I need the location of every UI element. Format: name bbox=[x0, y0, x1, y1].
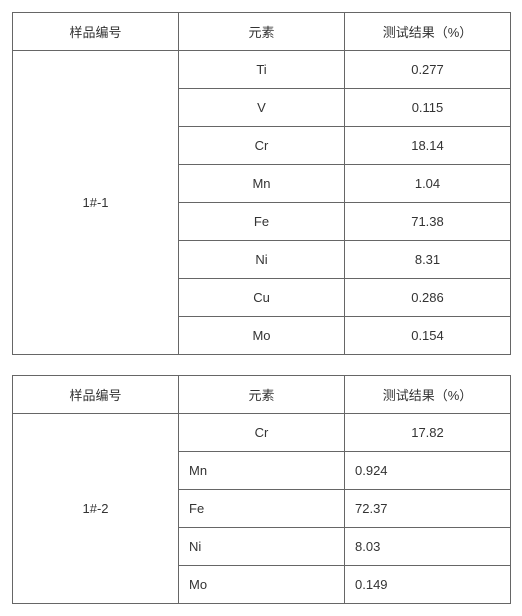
table-row: 1#-2Cr17.82 bbox=[13, 414, 511, 452]
sample-id-cell: 1#-2 bbox=[13, 414, 179, 604]
element-cell: Fe bbox=[179, 203, 345, 241]
table-header-row: 样品编号元素测试结果（%） bbox=[13, 376, 511, 414]
result-cell: 17.82 bbox=[345, 414, 511, 452]
element-cell: Ni bbox=[179, 241, 345, 279]
element-cell: Mo bbox=[179, 566, 345, 604]
result-cell: 18.14 bbox=[345, 127, 511, 165]
result-cell: 72.37 bbox=[345, 490, 511, 528]
element-cell: Cu bbox=[179, 279, 345, 317]
result-cell: 0.154 bbox=[345, 317, 511, 355]
result-cell: 8.03 bbox=[345, 528, 511, 566]
column-header-result: 测试结果（%） bbox=[345, 13, 511, 51]
result-cell: 0.115 bbox=[345, 89, 511, 127]
sample-id-cell: 1#-1 bbox=[13, 51, 179, 355]
table-gap bbox=[12, 355, 510, 375]
element-cell: Mn bbox=[179, 452, 345, 490]
column-header-sample_id: 样品编号 bbox=[13, 13, 179, 51]
element-cell: Cr bbox=[179, 127, 345, 165]
column-header-result: 测试结果（%） bbox=[345, 376, 511, 414]
sample-table-1: 样品编号元素测试结果（%）1#-1Ti0.277V0.115Cr18.14Mn1… bbox=[12, 12, 511, 355]
table-header-row: 样品编号元素测试结果（%） bbox=[13, 13, 511, 51]
result-cell: 0.277 bbox=[345, 51, 511, 89]
result-cell: 0.286 bbox=[345, 279, 511, 317]
element-cell: V bbox=[179, 89, 345, 127]
sample-table-2: 样品编号元素测试结果（%）1#-2Cr17.82Mn0.924Fe72.37Ni… bbox=[12, 375, 511, 604]
column-header-sample_id: 样品编号 bbox=[13, 376, 179, 414]
column-header-element: 元素 bbox=[179, 376, 345, 414]
result-cell: 0.924 bbox=[345, 452, 511, 490]
table1-body: 样品编号元素测试结果（%）1#-1Ti0.277V0.115Cr18.14Mn1… bbox=[13, 13, 511, 355]
result-cell: 1.04 bbox=[345, 165, 511, 203]
table-row: 1#-1Ti0.277 bbox=[13, 51, 511, 89]
result-cell: 8.31 bbox=[345, 241, 511, 279]
column-header-element: 元素 bbox=[179, 13, 345, 51]
element-cell: Fe bbox=[179, 490, 345, 528]
element-cell: Cr bbox=[179, 414, 345, 452]
element-cell: Ti bbox=[179, 51, 345, 89]
element-cell: Mo bbox=[179, 317, 345, 355]
result-cell: 0.149 bbox=[345, 566, 511, 604]
table2-body: 样品编号元素测试结果（%）1#-2Cr17.82Mn0.924Fe72.37Ni… bbox=[13, 376, 511, 604]
element-cell: Ni bbox=[179, 528, 345, 566]
result-cell: 71.38 bbox=[345, 203, 511, 241]
element-cell: Mn bbox=[179, 165, 345, 203]
